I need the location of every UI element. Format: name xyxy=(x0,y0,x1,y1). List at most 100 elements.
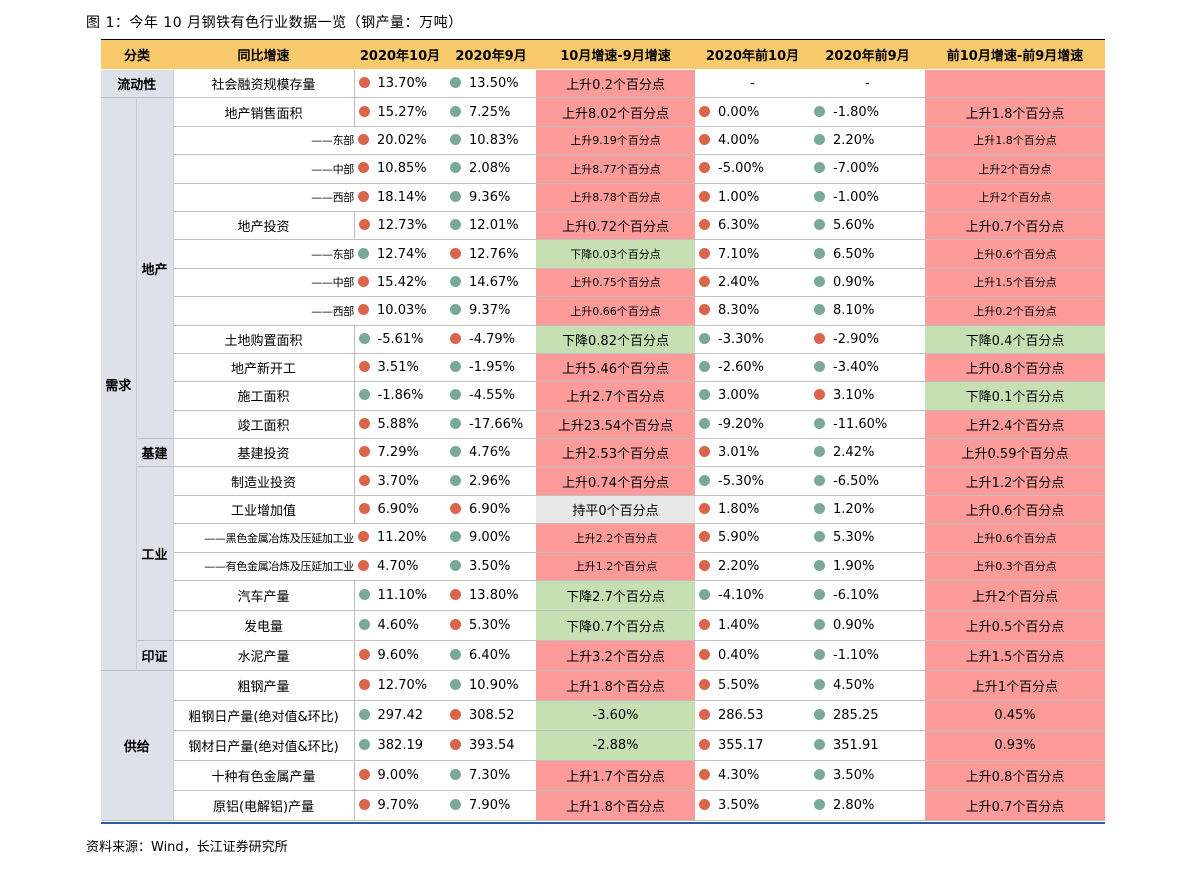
oct-cell-value: 12.74% xyxy=(377,246,427,262)
ytd-oct-cell-value: 3.01% xyxy=(718,445,760,461)
oct-sep-change-cell: 上升0.75个百分点 xyxy=(536,268,696,298)
ytd-sep-cell: 6.50% xyxy=(810,239,926,269)
ytd-change-cell: 0.45% xyxy=(925,700,1106,732)
header-row: 分类 同比增速 2020年10月 2020年9月 10月增速-9月增速 2020… xyxy=(101,40,1106,70)
ytd-change-cell: 上升1.2个百分点 xyxy=(925,466,1106,496)
ytd-oct-cell: -9.20% xyxy=(695,410,811,440)
indicator-label: 基建投资 xyxy=(173,438,355,468)
sep-cell-value: 7.25% xyxy=(469,104,511,120)
oct-sep-change-cell: -2.88% xyxy=(536,730,696,762)
sep-cell: 3.50% xyxy=(446,552,537,582)
sep-cell-value: -1.95% xyxy=(469,360,516,376)
indicator-label: 水泥产量 xyxy=(173,640,355,672)
oct-sep-change-cell: 上升1.7个百分点 xyxy=(536,760,696,792)
ytd-sep-cell-value: -7.00% xyxy=(833,161,880,177)
green-dot-icon xyxy=(450,304,462,316)
ytd-oct-cell: 3.01% xyxy=(695,438,811,468)
green-dot-icon xyxy=(814,446,826,458)
oct-cell-value: 12.70% xyxy=(377,678,428,694)
green-dot-icon xyxy=(358,389,370,401)
green-dot-icon xyxy=(814,190,826,202)
table-row: 原铝(电解铝)产量 9.70% 7.90% 上升1.8个百分点 3.50% 2.80% 上升… xyxy=(101,790,1106,822)
table-row: ——中部 10.85% 2.08% 上升8.77个百分点 -5.00% -7.00% 上升2… xyxy=(101,154,1106,184)
green-dot-icon xyxy=(450,649,462,661)
ytd-oct-cell-value: 5.50% xyxy=(718,678,760,694)
sep-cell: 9.37% xyxy=(446,296,537,326)
oct-cell: 12.73% xyxy=(354,211,447,241)
ytd-change-cell: 上升1.8个百分点 xyxy=(925,97,1106,127)
green-dot-icon xyxy=(814,133,826,145)
sep-cell-value: -17.66% xyxy=(469,416,524,432)
red-dot-icon xyxy=(699,219,711,231)
ytd-change-cell: 下降0.4个百分点 xyxy=(925,325,1106,354)
sep-cell: 9.36% xyxy=(446,183,537,212)
ytd-change-cell: 上升0.8个百分点 xyxy=(925,760,1106,792)
oct-sep-change-cell: 下降0.03个百分点 xyxy=(536,239,696,269)
sep-cell-value: 10.90% xyxy=(469,678,519,694)
ytd-oct-cell-value: -5.30% xyxy=(718,473,765,489)
ytd-oct-cell: 6.30% xyxy=(695,211,811,241)
ytd-sep-cell-value: 3.50% xyxy=(833,768,875,784)
green-dot-icon xyxy=(814,503,826,515)
data-table: 分类 同比增速 2020年10月 2020年9月 10月增速-9月增速 2020… xyxy=(101,40,1106,822)
table-row: 供给 粗钢产量 12.70% 10.90% 上升1.8个百分点 5.50% 4.50% 上升1… xyxy=(101,670,1106,822)
category-property: 地产 xyxy=(136,97,174,440)
table-row: 发电量 4.60% 5.30% 下降0.7个百分点 1.40% 0.90% 上升0.5个百分… xyxy=(101,610,1106,642)
ytd-sep-cell: -2.90% xyxy=(810,325,926,354)
indicator-label: ——西部 xyxy=(173,296,355,326)
sep-cell: 12.76% xyxy=(446,239,537,269)
green-dot-icon xyxy=(814,361,826,373)
green-dot-icon xyxy=(450,105,462,117)
oct-cell: 15.42% xyxy=(354,268,447,298)
oct-cell-value: 10.03% xyxy=(377,303,427,319)
ytd-change-cell: 上升0.6个百分点 xyxy=(925,523,1106,553)
oct-sep-change-cell: 上升8.77个百分点 xyxy=(536,154,696,184)
sep-cell: 5.30% xyxy=(446,610,537,642)
green-dot-icon xyxy=(450,389,462,401)
header-sep: 2020年9月 xyxy=(446,40,537,70)
table-row: 汽车产量 11.10% 13.80% 下降2.7个百分点 -4.10% -6.10% 上升2… xyxy=(101,580,1106,612)
ytd-oct-cell: 3.50% xyxy=(695,790,811,822)
ytd-sep-cell: 4.50% xyxy=(810,670,926,702)
oct-cell: 9.70% xyxy=(354,790,447,822)
ytd-sep-cell: 2.20% xyxy=(810,126,926,156)
ytd-oct-cell: -2.60% xyxy=(695,353,811,383)
green-dot-icon xyxy=(814,799,826,811)
oct-cell-value: 5.88% xyxy=(377,416,419,432)
green-dot-icon xyxy=(450,446,462,458)
red-dot-icon xyxy=(814,389,826,401)
ytd-sep-cell: 8.10% xyxy=(810,296,926,326)
oct-cell-value: 11.20% xyxy=(377,530,427,546)
green-dot-icon xyxy=(358,589,370,601)
oct-sep-change-cell: 下降0.82个百分点 xyxy=(536,325,696,354)
table-row: ——西部 18.14% 9.36% 上升8.78个百分点 1.00% -1.00% 上升2个… xyxy=(101,183,1106,212)
ytd-sep-cell-value: 2.20% xyxy=(833,132,875,148)
oct-cell-value: 4.60% xyxy=(377,618,419,634)
red-dot-icon xyxy=(699,619,711,631)
ytd-oct-cell-value: 3.00% xyxy=(718,388,760,404)
ytd-oct-cell: -5.00% xyxy=(695,154,811,184)
green-dot-icon xyxy=(358,247,370,259)
indicator-label: 汽车产量 xyxy=(173,580,355,612)
table-row: 施工面积 -1.86% -4.55% 上升2.7个百分点 3.00% 3.10% 下降0.1… xyxy=(101,381,1106,411)
sep-cell-value: 9.36% xyxy=(469,189,511,205)
ytd-sep-cell-value: -11.60% xyxy=(833,416,888,432)
indicator-label: ——西部 xyxy=(173,183,355,212)
red-dot-icon xyxy=(358,133,370,145)
sep-cell: 6.40% xyxy=(446,640,537,672)
red-dot-icon xyxy=(699,162,711,174)
ytd-oct-cell: 7.10% xyxy=(695,239,811,269)
indicator-label: 制造业投资 xyxy=(173,466,355,496)
indicator-label: 工业增加值 xyxy=(173,495,355,525)
oct-cell-value: 20.02% xyxy=(377,132,427,148)
ytd-oct-cell: 4.00% xyxy=(695,126,811,156)
ytd-oct-cell-value: 286.53 xyxy=(718,708,764,724)
red-dot-icon xyxy=(699,709,711,721)
green-dot-icon xyxy=(814,162,826,174)
source-note: 资料来源：Wind，长江证券研究所 xyxy=(86,840,288,855)
red-dot-icon xyxy=(699,739,711,751)
ytd-oct-cell-value: 355.17 xyxy=(718,738,764,754)
ytd-sep-cell-value: -6.10% xyxy=(833,588,880,604)
ytd-sep-cell: 2.80% xyxy=(810,790,926,822)
red-dot-icon xyxy=(699,649,711,661)
